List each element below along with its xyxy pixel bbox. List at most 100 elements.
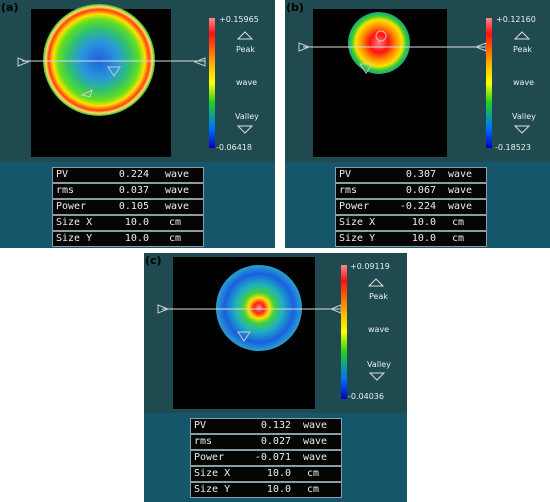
wavefront-disk	[348, 12, 410, 74]
stat-value: 10.0	[266, 468, 291, 479]
stat-value: 0.105	[118, 201, 149, 212]
profile-marker-icon[interactable]	[107, 66, 121, 77]
stat-name: rms	[56, 185, 75, 196]
stat-name: Power	[56, 201, 87, 212]
stat-value: 0.027	[260, 436, 291, 447]
panel-a: +0.15965 Peak wave Valley -0.06418 (a) P…	[0, 0, 275, 248]
stat-row-size-x: Size X 10.0 cm	[335, 215, 487, 231]
stat-value: -0.224	[399, 201, 436, 212]
stat-row-size-x: Size X 10.0 cm	[190, 466, 342, 482]
statistics-table: PV 0.307 wave rms 0.067 wave Power -0.22…	[285, 162, 550, 248]
stat-unit: cm	[169, 233, 182, 244]
profile-handle-left-icon[interactable]	[157, 304, 170, 314]
stat-name: Size X	[194, 468, 231, 479]
stat-name: PV	[194, 420, 207, 431]
stat-value: 0.307	[405, 169, 436, 180]
statistics-table: PV 0.224 wave rms 0.037 wave Power 0.105…	[0, 162, 275, 248]
stat-unit: cm	[452, 233, 465, 244]
stat-unit: wave	[448, 201, 473, 212]
stat-name: rms	[194, 436, 213, 447]
rotation-handle-icon[interactable]	[80, 89, 93, 98]
stat-unit: wave	[303, 452, 328, 463]
wavefront-disk	[216, 265, 302, 351]
stat-value: -0.071	[254, 452, 291, 463]
profile-handle-right-icon[interactable]	[193, 57, 206, 67]
stat-row-size-y: Size Y 10.0 cm	[190, 482, 342, 498]
stat-unit: wave	[165, 169, 190, 180]
scale-unit: wave	[513, 78, 534, 87]
stat-value: 10.0	[124, 217, 149, 228]
scale-max: +0.15965	[219, 15, 259, 24]
stat-unit: wave	[303, 420, 328, 431]
stat-value: 10.0	[411, 217, 436, 228]
scale-unit: wave	[368, 325, 389, 334]
stat-row-size-y: Size Y 10.0 cm	[52, 231, 204, 247]
stat-unit: wave	[448, 185, 473, 196]
peak-marker-icon	[375, 30, 387, 42]
valley-down-icon[interactable]	[236, 125, 254, 134]
profile-marker-icon[interactable]	[237, 331, 251, 342]
scale-min: -0.06418	[216, 143, 252, 152]
scale-peak: Peak	[513, 45, 532, 54]
stat-row-size-y: Size Y 10.0 cm	[335, 231, 487, 247]
stat-value: 0.067	[405, 185, 436, 196]
profile-handle-left-icon[interactable]	[17, 57, 30, 67]
wavefront-map-a: +0.15965 Peak wave Valley -0.06418	[17, 4, 259, 157]
stat-value: 0.224	[118, 169, 149, 180]
stat-name: Size X	[56, 217, 93, 228]
stat-name: Size Y	[194, 484, 231, 495]
stat-name: Size Y	[56, 233, 93, 244]
valley-down-icon[interactable]	[513, 125, 531, 134]
panel-b: +0.12160 Peak wave Valley -0.18523 (b) P…	[285, 0, 550, 248]
wavefront-disk	[43, 4, 155, 116]
statistics-table: PV 0.132 wave rms 0.027 wave Power -0.07…	[144, 413, 407, 502]
scale-min: -0.18523	[495, 143, 531, 152]
stat-unit: cm	[169, 217, 182, 228]
peak-up-icon[interactable]	[236, 31, 254, 40]
peak-up-icon[interactable]	[513, 31, 531, 40]
stat-row-pv: PV 0.307 wave	[335, 167, 487, 183]
valley-down-icon[interactable]	[368, 372, 386, 381]
stat-name: rms	[339, 185, 358, 196]
peak-up-icon[interactable]	[367, 278, 385, 287]
stat-value: 0.037	[118, 185, 149, 196]
color-scale-bar	[209, 18, 215, 148]
stat-row-power: Power 0.105 wave	[52, 199, 204, 215]
stat-unit: cm	[307, 468, 320, 479]
scale-valley: Valley	[512, 112, 536, 121]
stat-name: PV	[339, 169, 352, 180]
wavefront-map-b: +0.12160 Peak wave Valley -0.18523	[298, 9, 536, 157]
stat-name: Power	[339, 201, 370, 212]
panel-label: (b)	[286, 1, 304, 14]
scale-unit: wave	[236, 78, 257, 87]
scale-max: +0.12160	[496, 15, 536, 24]
stat-name: Size X	[339, 217, 376, 228]
stat-unit: wave	[303, 436, 328, 447]
stat-unit: cm	[307, 484, 320, 495]
stat-value: 0.132	[260, 420, 291, 431]
stat-unit: cm	[452, 217, 465, 228]
stat-row-rms: rms 0.037 wave	[52, 183, 204, 199]
stat-value: 10.0	[266, 484, 291, 495]
panel-label: (c)	[145, 254, 162, 267]
stat-row-power: Power -0.071 wave	[190, 450, 342, 466]
scale-peak: Peak	[369, 292, 388, 301]
stat-row-rms: rms 0.067 wave	[335, 183, 487, 199]
color-scale-bar	[486, 18, 492, 148]
color-scale-bar	[341, 265, 347, 399]
panel-c: +0.09119 Peak wave Valley -0.04036 (c) P…	[144, 253, 407, 502]
scale-peak: Peak	[236, 45, 255, 54]
wavefront-map-c: +0.09119 Peak wave Valley -0.04036	[157, 257, 391, 409]
panel-label: (a)	[1, 1, 19, 14]
stat-name: Size Y	[339, 233, 376, 244]
stat-name: Power	[194, 452, 225, 463]
stat-row-rms: rms 0.027 wave	[190, 434, 342, 450]
stat-name: PV	[56, 169, 69, 180]
stat-row-pv: PV 0.132 wave	[190, 418, 342, 434]
profile-handle-left-icon[interactable]	[298, 42, 311, 52]
stat-unit: wave	[165, 201, 190, 212]
profile-marker-icon[interactable]	[359, 63, 373, 74]
stat-value: 10.0	[124, 233, 149, 244]
scale-min: -0.04036	[348, 392, 384, 401]
stat-unit: wave	[448, 169, 473, 180]
